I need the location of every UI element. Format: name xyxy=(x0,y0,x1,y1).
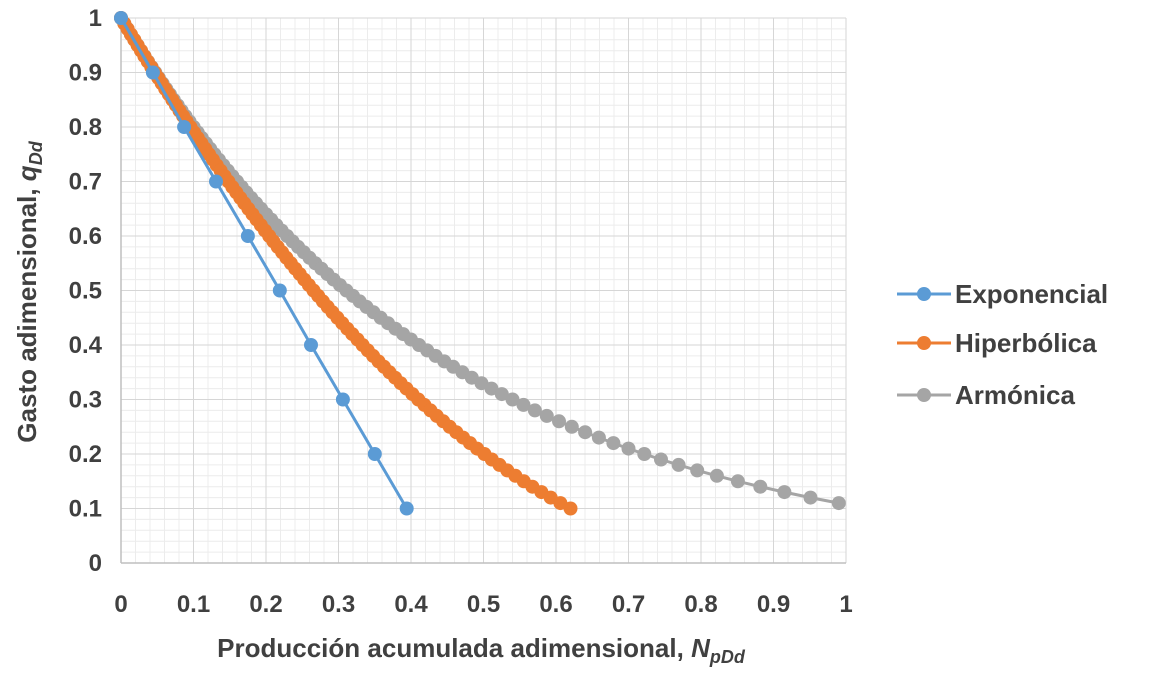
data-point xyxy=(516,397,531,412)
y-tick-labels: 0 0.1 0.2 0.3 0.4 0.5 0.6 0.7 0.8 0.9 1 xyxy=(69,5,103,577)
data-point xyxy=(114,11,128,25)
x-tick-label: 0.2 xyxy=(249,591,282,618)
legend-label-exponencial: Exponencial xyxy=(955,279,1108,309)
data-point xyxy=(831,496,846,511)
y-tick-label: 0.1 xyxy=(69,496,102,523)
legend-label-hiperbolica: Hiperbólica xyxy=(955,328,1097,358)
data-point xyxy=(621,441,636,456)
y-tick-label: 0.2 xyxy=(69,441,102,468)
data-point xyxy=(552,414,566,429)
data-point xyxy=(494,387,509,402)
y-axis-title: Gasto adimensional, qDd xyxy=(12,140,46,442)
data-point xyxy=(335,392,350,407)
legend: Exponencial Hiperbólica Armónica xyxy=(897,279,1108,410)
data-point xyxy=(563,501,578,516)
y-tick-label: 0.6 xyxy=(69,223,102,250)
y-tick-label: 0 xyxy=(89,550,102,577)
y-tick-label: 0.3 xyxy=(69,387,102,414)
series-line xyxy=(119,17,572,510)
data-point xyxy=(177,120,192,134)
x-axis-title: Producción acumulada adimensional, NpDd xyxy=(217,633,746,667)
x-tick-label: 0.7 xyxy=(612,591,645,618)
data-point xyxy=(240,229,255,243)
data-point xyxy=(145,65,160,80)
series-line xyxy=(119,17,408,510)
y-tick-label: 0.8 xyxy=(69,114,102,141)
series-line xyxy=(119,17,840,505)
legend-entry-armonica: Armónica xyxy=(897,380,1075,410)
y-tick-label: 0.4 xyxy=(69,332,103,359)
data-point xyxy=(505,392,520,407)
x-tick-label: 0.3 xyxy=(322,591,355,618)
x-tick-label: 0.5 xyxy=(467,591,500,618)
x-tick-label: 0.8 xyxy=(684,591,717,618)
legend-marker-hiperbolica xyxy=(917,336,931,350)
x-tick-label: 0.4 xyxy=(394,591,428,618)
x-tick-label: 0.6 xyxy=(539,591,572,618)
legend-entry-hiperbolica: Hiperbólica xyxy=(897,328,1097,358)
data-point xyxy=(654,452,668,467)
x-tick-labels: 0 0.1 0.2 0.3 0.4 0.5 0.6 0.7 0.8 0.9 1 xyxy=(114,591,852,618)
data-point xyxy=(777,485,792,500)
data-point xyxy=(730,474,745,489)
data-point xyxy=(209,174,223,189)
data-point xyxy=(753,479,768,494)
data-point xyxy=(367,447,382,461)
data-point xyxy=(803,490,818,505)
x-tick-label: 0.9 xyxy=(757,591,790,618)
legend-label-armonica: Armónica xyxy=(955,380,1075,410)
data-point xyxy=(484,381,499,396)
data-point xyxy=(671,457,686,472)
data-point xyxy=(709,468,724,483)
legend-marker-exponencial xyxy=(917,287,931,301)
plot-frame xyxy=(120,18,846,564)
data-point xyxy=(304,338,318,352)
y-tick-label: 1 xyxy=(89,5,102,32)
data-point xyxy=(399,501,414,516)
data-point xyxy=(591,430,606,445)
x-tick-label: 1 xyxy=(839,591,852,618)
y-tick-label: 0.9 xyxy=(69,60,102,87)
y-tick-label: 0.5 xyxy=(69,278,102,305)
series-layer xyxy=(114,11,846,516)
data-point xyxy=(564,419,579,434)
data-point xyxy=(539,408,554,423)
series-Armónica xyxy=(114,11,846,511)
data-point xyxy=(272,283,287,298)
legend-entry-exponencial: Exponencial xyxy=(897,279,1108,309)
y-tick-label: 0.7 xyxy=(69,169,102,196)
x-tick-label: 0.1 xyxy=(177,591,210,618)
data-point xyxy=(606,436,621,451)
data-point xyxy=(637,447,652,461)
series-Exponencial xyxy=(114,11,414,516)
legend-marker-armonica xyxy=(917,388,931,402)
data-point xyxy=(527,403,542,418)
series-Hiperbólica xyxy=(114,11,578,516)
data-point xyxy=(690,463,705,478)
x-tick-label: 0 xyxy=(114,591,127,618)
data-point xyxy=(578,425,593,440)
